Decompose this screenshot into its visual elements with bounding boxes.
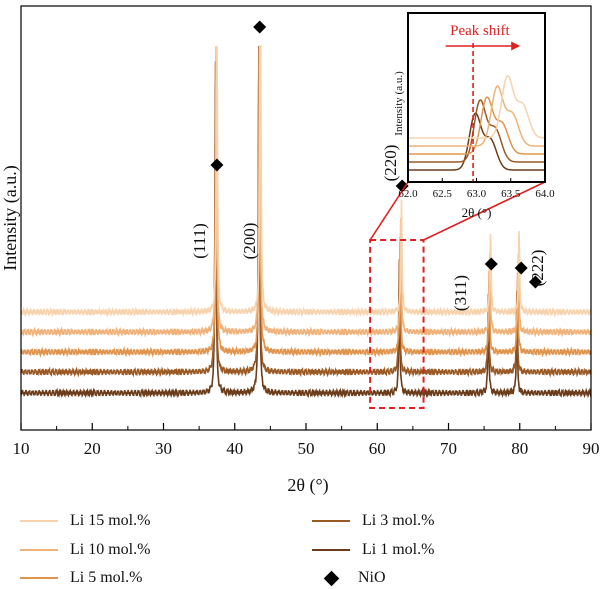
x-tick-label: 50 (298, 439, 315, 458)
series-line-1 (20, 45, 592, 399)
nio-marker (514, 261, 528, 275)
chart-legend: Li 15 mol.% Li 10 mol.% Li 5 mol.% Li 3 … (20, 505, 580, 586)
nio-marker (395, 179, 409, 193)
peak-label: (200) (240, 223, 259, 260)
x-axis-label: 2θ (°) (287, 475, 328, 496)
legend-label-li-5: Li 5 mol.% (70, 569, 143, 586)
legend-item-li-5: Li 5 mol.% (20, 567, 142, 589)
inset-x-tick-label: 62.5 (433, 188, 453, 200)
inset-x-axis-label: 2θ (°) (462, 205, 492, 220)
legend-item-li-15: Li 15 mol.% (20, 510, 150, 532)
nio-marker (210, 158, 224, 172)
legend-item-li-1: Li 1 mol.% (312, 539, 434, 561)
nio-marker (253, 20, 267, 34)
x-tick-label: 90 (583, 439, 600, 458)
peak-label-group: (111) (200) (220) (311) (222) (190, 145, 547, 312)
main-series-group (20, 45, 592, 399)
legend-item-nio: NiO (312, 567, 386, 589)
legend-item-li-3: Li 3 mol.% (312, 510, 434, 532)
legend-label-nio: NiO (358, 569, 386, 586)
inset-title: Peak shift (450, 23, 510, 39)
legend-line-li-3 (312, 520, 350, 522)
legend-item-li-10: Li 10 mol.% (20, 539, 150, 561)
inset-series-line (408, 96, 545, 155)
inset-x-tick-label: 63.5 (501, 188, 521, 200)
x-tick-label: 40 (226, 439, 243, 458)
x-tick-label: 10 (13, 439, 30, 458)
legend-line-li-5 (20, 577, 58, 579)
inset-chart: Peak shift 62.0 62.5 63.0 63.5 64.0 2θ (°) Inte… (369, 12, 555, 241)
zoom-connector-right (423, 181, 546, 241)
legend-label-li-15: Li 15 mol.% (70, 512, 151, 529)
inset-series-line (408, 85, 545, 147)
series-line-3 (20, 45, 592, 358)
nio-marker (528, 275, 542, 289)
x-tick-label: 70 (440, 439, 457, 458)
x-tick-label: 80 (511, 439, 528, 458)
zoom-connector-left (369, 181, 409, 241)
inset-series-line (408, 75, 546, 139)
nio-diamond-icon (323, 570, 340, 586)
legend-label-li-3: Li 3 mol.% (362, 512, 435, 529)
legend-line-li-15 (20, 520, 58, 522)
legend-label-li-10: Li 10 mol.% (70, 541, 151, 558)
nio-marker (484, 257, 498, 271)
x-tick-label: 60 (369, 439, 386, 458)
arrow-head-icon (511, 41, 521, 51)
series-line-5 (20, 45, 592, 318)
legend-label-li-1: Li 1 mol.% (362, 541, 435, 558)
inset-x-tick-label: 64.0 (535, 188, 555, 200)
inset-y-axis-label: Intensity (a.u.) (393, 71, 405, 136)
series-line-4 (20, 45, 592, 338)
legend-line-li-1 (312, 549, 350, 551)
inset-x-tick-label: 63.0 (467, 188, 487, 200)
peak-label: (111) (190, 223, 209, 259)
inset-x-tick-label: 62.0 (398, 188, 418, 200)
peak-label: (222) (528, 250, 547, 287)
inset-series-line (408, 99, 545, 163)
main-axes: 10 20 30 40 50 60 70 80 90 (13, 5, 600, 458)
peak-label: (220) (381, 145, 400, 182)
nio-marker-group (210, 20, 542, 289)
peak-label: (311) (451, 275, 470, 311)
x-tick-label: 20 (84, 439, 101, 458)
y-axis-label: Intensity (a.u.) (0, 165, 21, 270)
series-line-2 (20, 45, 592, 378)
legend-line-li-10 (20, 549, 58, 551)
x-tick-label: 30 (155, 439, 172, 458)
